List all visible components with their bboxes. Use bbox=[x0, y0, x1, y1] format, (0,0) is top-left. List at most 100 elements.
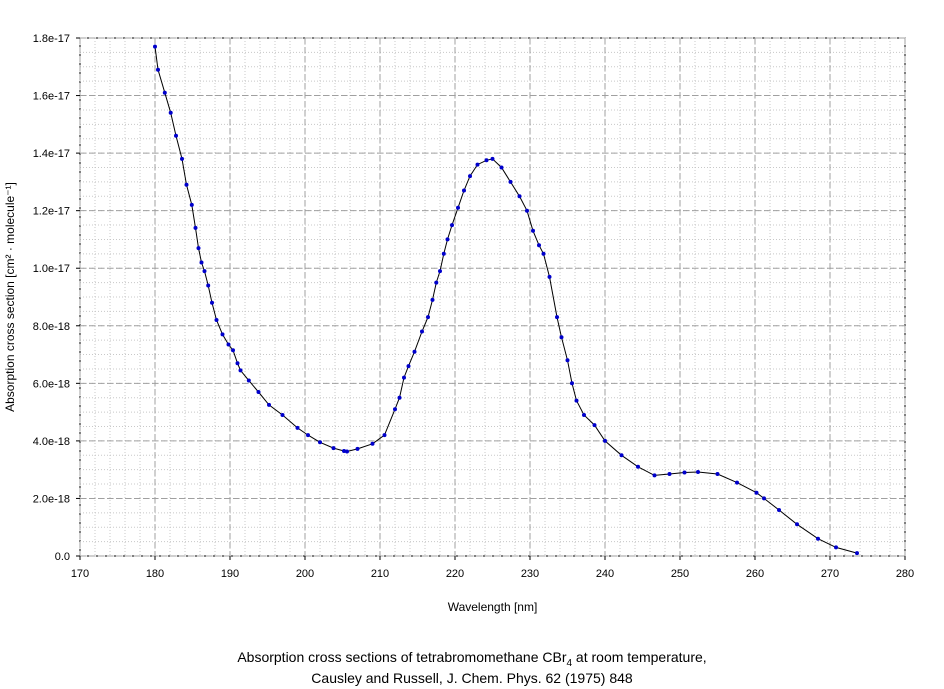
data-point bbox=[397, 395, 402, 400]
data-point bbox=[214, 318, 219, 322]
data-point bbox=[735, 480, 739, 485]
data-point bbox=[574, 398, 579, 403]
data-point bbox=[331, 446, 336, 451]
data-point bbox=[345, 449, 349, 454]
data-point bbox=[180, 156, 184, 161]
data-point bbox=[370, 441, 375, 446]
x-tick-label: 230 bbox=[521, 568, 539, 580]
chart: 170 180 190 200 210 220 230 240 250 260 270 280 0.0… bbox=[3, 33, 914, 614]
data-point bbox=[231, 348, 235, 353]
x-tick-label: 280 bbox=[896, 568, 914, 580]
data-point bbox=[484, 158, 489, 163]
data-point bbox=[426, 315, 430, 320]
data-point bbox=[174, 133, 178, 138]
data-point bbox=[412, 349, 417, 354]
x-axis-label: Wavelength [nm] bbox=[448, 600, 538, 614]
x-tick-label: 170 bbox=[71, 568, 89, 580]
data-point bbox=[193, 225, 198, 230]
data-point bbox=[456, 205, 460, 210]
data-point bbox=[541, 251, 546, 256]
data-point bbox=[382, 433, 387, 438]
data-point bbox=[318, 440, 322, 445]
data-point bbox=[256, 390, 261, 394]
caption-text-end: at room temperature, bbox=[572, 649, 707, 665]
data-point bbox=[762, 496, 766, 501]
y-tick-label: 2.0e-18 bbox=[33, 493, 70, 505]
data-point bbox=[636, 464, 640, 469]
data-point bbox=[220, 332, 225, 337]
data-point bbox=[667, 472, 672, 476]
data-point bbox=[441, 251, 446, 256]
data-point bbox=[603, 438, 607, 443]
data-point bbox=[438, 269, 442, 274]
data-point bbox=[499, 165, 504, 170]
x-axis-ticks: 170 180 190 200 210 220 230 240 250 260 270 280 bbox=[71, 556, 914, 580]
data-point bbox=[592, 423, 597, 428]
data-point bbox=[406, 364, 411, 369]
data-point bbox=[184, 182, 189, 187]
data-point bbox=[555, 315, 559, 320]
data-point bbox=[462, 188, 466, 193]
data-point bbox=[855, 551, 859, 556]
y-axis-label: Absorption cross section [cm² · molecule… bbox=[3, 182, 17, 412]
y-tick-label: 1.4e-17 bbox=[33, 148, 70, 160]
data-point bbox=[189, 202, 194, 207]
data-point bbox=[468, 174, 472, 179]
data-point bbox=[156, 67, 160, 72]
caption-text: Absorption cross sections of tetrabromom… bbox=[237, 649, 567, 665]
data-point bbox=[267, 402, 271, 407]
data-point bbox=[570, 381, 574, 386]
data-point bbox=[565, 358, 570, 363]
data-point bbox=[393, 407, 397, 412]
data-point bbox=[295, 425, 300, 430]
data-point bbox=[445, 237, 450, 242]
data-point bbox=[210, 300, 214, 305]
x-tick-label: 250 bbox=[671, 568, 689, 580]
y-tick-label: 1.2e-17 bbox=[33, 206, 70, 218]
data-point bbox=[582, 413, 586, 417]
data-point bbox=[434, 280, 439, 285]
y-tick-label: 4.0e-18 bbox=[33, 436, 70, 448]
y-tick-label: 0.0 bbox=[55, 551, 70, 563]
data-point bbox=[547, 274, 552, 279]
data-point bbox=[525, 208, 529, 213]
x-tick-label: 180 bbox=[146, 568, 164, 580]
caption-line-2: Causley and Russell, J. Chem. Phys. 62 (… bbox=[311, 670, 633, 686]
data-point bbox=[226, 342, 231, 347]
x-tick-label: 190 bbox=[221, 568, 239, 580]
y-tick-label: 1.8e-17 bbox=[33, 33, 70, 45]
data-point bbox=[168, 110, 173, 115]
data-point bbox=[696, 470, 700, 474]
data-point bbox=[342, 449, 346, 453]
data-point bbox=[652, 473, 657, 478]
data-point bbox=[235, 361, 240, 366]
x-tick-label: 260 bbox=[746, 568, 764, 580]
data-point bbox=[715, 472, 720, 476]
data-point bbox=[199, 260, 204, 265]
data-point bbox=[355, 446, 360, 451]
data-point bbox=[430, 297, 435, 302]
data-point bbox=[531, 228, 535, 233]
data-point bbox=[619, 453, 624, 458]
data-point bbox=[795, 522, 799, 527]
data-point bbox=[517, 194, 522, 199]
y-tick-label: 8.0e-18 bbox=[33, 321, 70, 333]
data-point bbox=[153, 44, 157, 49]
data-point bbox=[475, 162, 480, 167]
x-tick-label: 220 bbox=[446, 568, 464, 580]
data-point bbox=[306, 433, 310, 438]
y-tick-label: 6.0e-18 bbox=[33, 378, 70, 390]
data-point bbox=[238, 368, 243, 373]
data-point bbox=[162, 90, 167, 95]
data-point bbox=[246, 378, 251, 383]
data-point bbox=[559, 335, 564, 340]
data-point bbox=[202, 269, 207, 274]
x-tick-label: 240 bbox=[596, 568, 614, 580]
y-axis-ticks: 0.0 2.0e-18 4.0e-18 6.0e-18 8.0e-18 1.0e-17 1.… bbox=[33, 33, 80, 563]
data-point bbox=[816, 536, 820, 541]
x-tick-label: 270 bbox=[821, 568, 839, 580]
y-tick-label: 1.6e-17 bbox=[33, 91, 70, 103]
grid bbox=[79, 37, 906, 557]
data-point bbox=[537, 243, 541, 248]
x-tick-label: 200 bbox=[296, 568, 314, 580]
